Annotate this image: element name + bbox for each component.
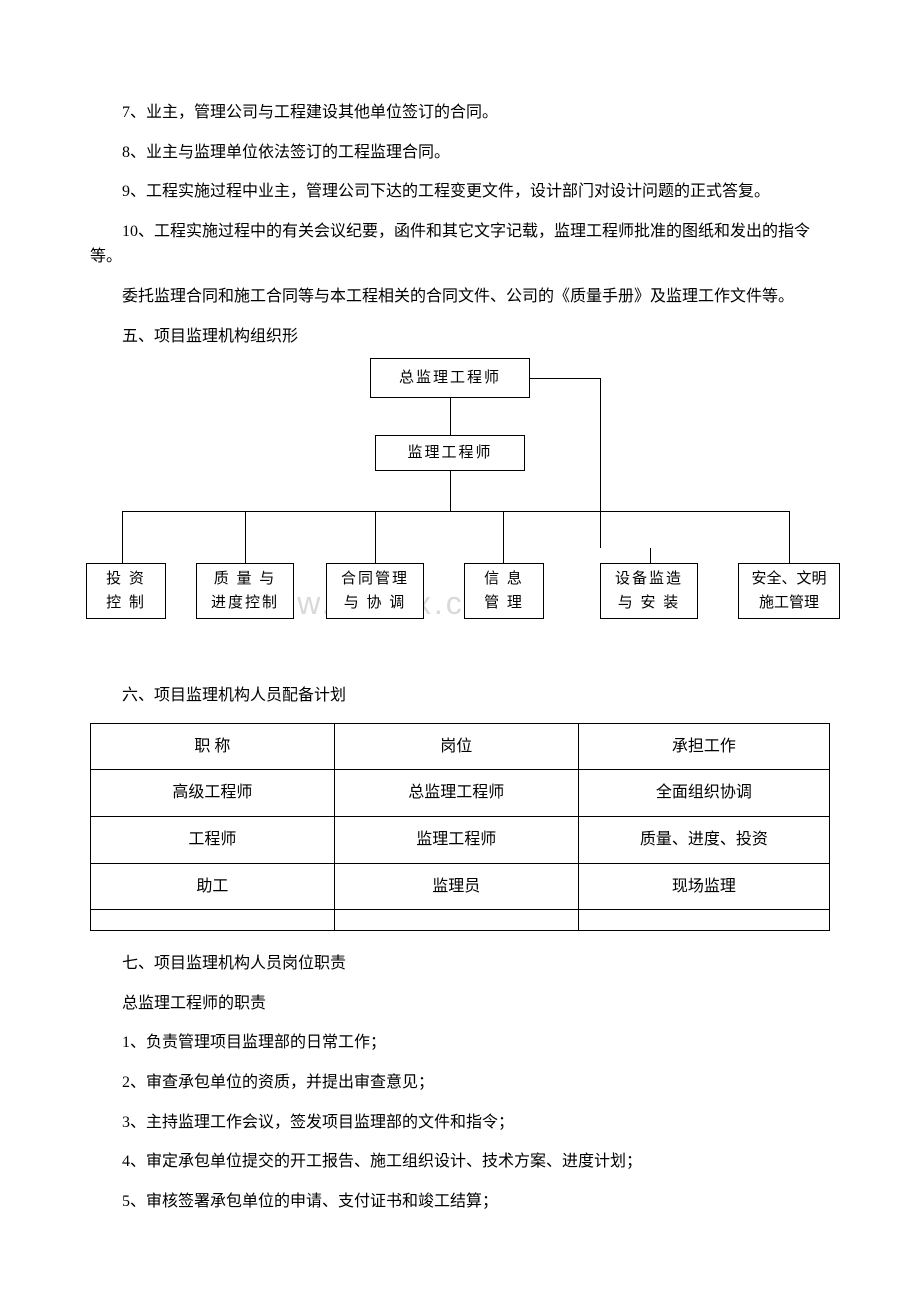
- paragraph-item-7: 7、业主，管理公司与工程建设其他单位签订的合同。: [90, 100, 830, 126]
- org-node-equipment-install: 设备监造 与 安 装: [600, 563, 698, 619]
- table-cell: [578, 910, 829, 931]
- table-cell: [91, 910, 335, 931]
- org-node-safety-civilized: 安全、文明 施工管理: [738, 563, 840, 619]
- org-connector-line: [122, 511, 790, 512]
- org-connector-line: [450, 471, 451, 511]
- org-node-contract-coordination: 合同管理 与 协 调: [326, 563, 424, 619]
- table-header-work: 承担工作: [578, 723, 829, 770]
- table-header-position: 岗位: [334, 723, 578, 770]
- table-header-row: 职 称 岗位 承担工作: [91, 723, 830, 770]
- table-cell: 质量、进度、投资: [578, 816, 829, 863]
- paragraph-contract-note: 委托监理合同和施工合同等与本工程相关的合同文件、公司的《质量手册》及监理工作文件…: [90, 284, 830, 310]
- staff-allocation-table: 职 称 岗位 承担工作 高级工程师 总监理工程师 全面组织协调 工程师 监理工程…: [90, 723, 830, 931]
- duty-item-1: 1、负责管理项目监理部的日常工作；: [90, 1030, 830, 1056]
- table-header-title: 职 称: [91, 723, 335, 770]
- duty-item-3: 3、主持监理工作会议，签发项目监理部的文件和指令；: [90, 1110, 830, 1136]
- org-connector-line: [245, 511, 246, 563]
- org-node-quality-progress: 质 量 与 进度控制: [196, 563, 294, 619]
- org-connector-line: [503, 511, 504, 563]
- table-cell: [334, 910, 578, 931]
- table-cell: 高级工程师: [91, 770, 335, 817]
- table-row: 工程师 监理工程师 质量、进度、投资: [91, 816, 830, 863]
- subheading-chief-duties: 总监理工程师的职责: [90, 991, 830, 1017]
- heading-section-5: 五、项目监理机构组织形: [90, 324, 830, 350]
- org-node-info-management: 信 息 管 理: [464, 563, 544, 619]
- heading-section-6: 六、项目监理机构人员配备计划: [90, 683, 830, 709]
- table-cell: 全面组织协调: [578, 770, 829, 817]
- table-row: 助工 监理员 现场监理: [91, 863, 830, 910]
- org-connector-line: [600, 378, 601, 548]
- heading-section-7: 七、项目监理机构人员岗位职责: [90, 951, 830, 977]
- org-connector-line: [530, 378, 600, 379]
- table-cell: 助工: [91, 863, 335, 910]
- table-cell: 总监理工程师: [334, 770, 578, 817]
- org-node-investment-control: 投 资 控 制: [86, 563, 166, 619]
- table-cell: 监理员: [334, 863, 578, 910]
- table-cell: 工程师: [91, 816, 335, 863]
- table-row: 高级工程师 总监理工程师 全面组织协调: [91, 770, 830, 817]
- table-row: [91, 910, 830, 931]
- duty-item-2: 2、审查承包单位的资质，并提出审查意见；: [90, 1070, 830, 1096]
- org-connector-line: [375, 511, 376, 563]
- duty-item-4: 4、审定承包单位提交的开工报告、施工组织设计、技术方案、进度计划；: [90, 1149, 830, 1175]
- paragraph-item-9: 9、工程实施过程中业主，管理公司下达的工程变更文件，设计部门对设计问题的正式答复…: [90, 179, 830, 205]
- org-chart: www.bdocx.com 总监理工程师 监理工程师 投 资 控 制 质 量 与…: [90, 353, 830, 663]
- org-connector-line: [789, 511, 790, 563]
- org-connector-line: [650, 548, 651, 563]
- table-cell: 现场监理: [578, 863, 829, 910]
- duty-item-5: 5、审核签署承包单位的申请、支付证书和竣工结算；: [90, 1189, 830, 1215]
- paragraph-item-8: 8、业主与监理单位依法签订的工程监理合同。: [90, 140, 830, 166]
- table-cell: 监理工程师: [334, 816, 578, 863]
- org-connector-line: [122, 511, 123, 563]
- paragraph-item-10: 10、工程实施过程中的有关会议纪要，函件和其它文字记载，监理工程师批准的图纸和发…: [90, 219, 830, 270]
- org-connector-line: [450, 398, 451, 435]
- org-node-chief-engineer: 总监理工程师: [370, 358, 530, 398]
- org-node-supervisor-engineer: 监理工程师: [375, 435, 525, 471]
